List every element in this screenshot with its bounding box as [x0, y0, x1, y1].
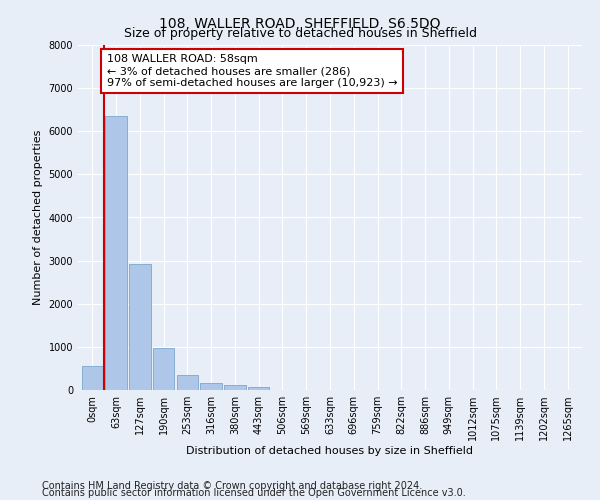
Text: Contains HM Land Registry data © Crown copyright and database right 2024.: Contains HM Land Registry data © Crown c… — [42, 481, 422, 491]
X-axis label: Distribution of detached houses by size in Sheffield: Distribution of detached houses by size … — [187, 446, 473, 456]
Bar — [153, 348, 174, 390]
Bar — [224, 386, 245, 390]
Bar — [248, 387, 269, 390]
Bar — [106, 116, 127, 390]
Text: Size of property relative to detached houses in Sheffield: Size of property relative to detached ho… — [124, 28, 476, 40]
Bar — [129, 264, 151, 390]
Text: 108, WALLER ROAD, SHEFFIELD, S6 5DQ: 108, WALLER ROAD, SHEFFIELD, S6 5DQ — [159, 18, 441, 32]
Bar — [176, 376, 198, 390]
Bar — [200, 383, 222, 390]
Text: Contains public sector information licensed under the Open Government Licence v3: Contains public sector information licen… — [42, 488, 466, 498]
Y-axis label: Number of detached properties: Number of detached properties — [33, 130, 43, 305]
Text: 108 WALLER ROAD: 58sqm
← 3% of detached houses are smaller (286)
97% of semi-det: 108 WALLER ROAD: 58sqm ← 3% of detached … — [107, 54, 398, 88]
Bar — [82, 366, 103, 390]
